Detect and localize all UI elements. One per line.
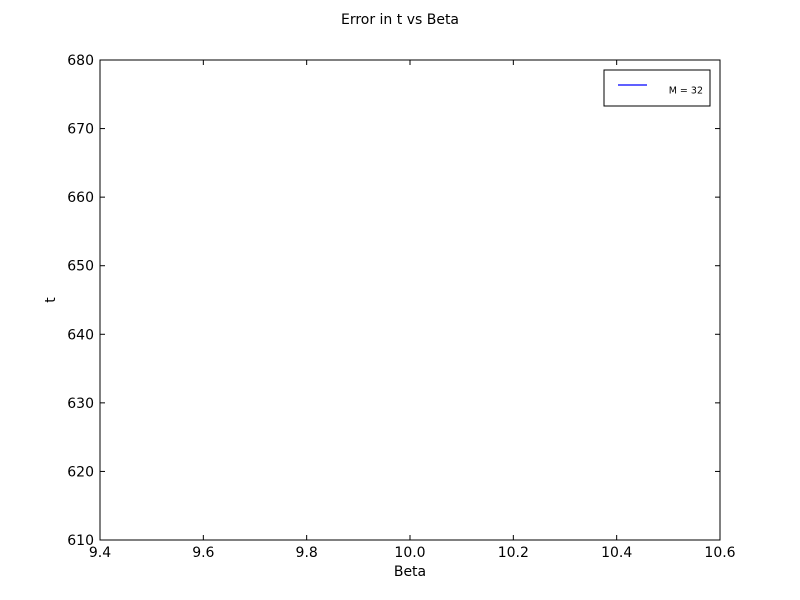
y-tick-label: 630 bbox=[67, 396, 94, 412]
x-axis-ticks: 9.4 9.6 9.8 10.0 10.2 10.4 10.6 bbox=[89, 60, 736, 561]
chart-title: Error in t vs Beta bbox=[341, 12, 459, 28]
x-tick-label: 10.2 bbox=[498, 545, 529, 561]
x-tick-label: 9.4 bbox=[89, 545, 111, 561]
y-tick-label: 660 bbox=[67, 190, 94, 206]
x-tick-label: 10.0 bbox=[394, 545, 425, 561]
y-axis-ticks: 610 620 630 640 650 660 670 680 bbox=[67, 53, 720, 549]
legend-box bbox=[603, 69, 711, 107]
y-axis-label: t bbox=[43, 297, 59, 303]
x-tick-label: 9.8 bbox=[296, 545, 318, 561]
y-tick-label: 640 bbox=[67, 327, 94, 343]
x-tick-label: 9.6 bbox=[192, 545, 214, 561]
x-tick-label: 10.6 bbox=[704, 545, 735, 561]
y-tick-label: 680 bbox=[67, 53, 94, 69]
y-tick-label: 620 bbox=[67, 464, 94, 480]
legend-label-series-0: M = 32 bbox=[669, 86, 703, 97]
x-tick-label: 10.4 bbox=[601, 545, 632, 561]
plot-frame bbox=[99, 59, 721, 541]
y-tick-label: 610 bbox=[67, 533, 94, 549]
y-tick-label: 670 bbox=[67, 122, 94, 138]
x-axis-label: Beta bbox=[394, 564, 426, 580]
y-tick-label: 650 bbox=[67, 259, 94, 275]
plot-area bbox=[100, 60, 720, 540]
legend: M = 32 bbox=[603, 69, 711, 107]
